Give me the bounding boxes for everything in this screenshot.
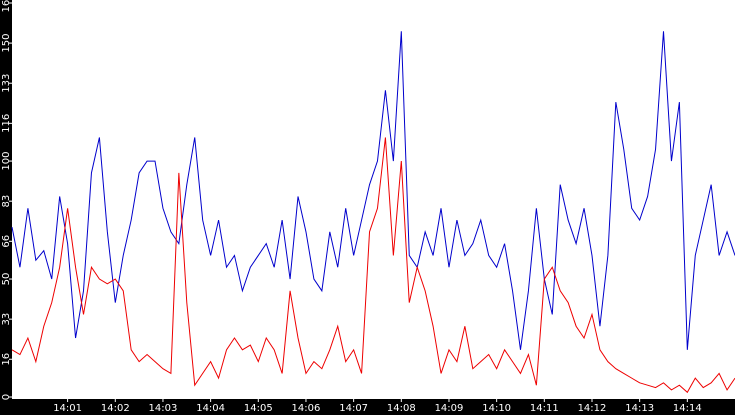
x-tick-label: 14:06 xyxy=(292,403,321,414)
y-tick-label: 50 xyxy=(1,273,12,286)
x-tick-label: 14:07 xyxy=(339,403,368,414)
y-tick-label: 116 xyxy=(1,114,12,133)
y-tick-label: 16 xyxy=(1,353,12,366)
series-line xyxy=(11,31,735,350)
y-tick-label: 0 xyxy=(1,394,12,400)
x-tick-label: 14:05 xyxy=(244,403,273,414)
y-tick-label: 150 xyxy=(1,34,12,53)
x-tick-label: 14:02 xyxy=(101,403,130,414)
y-tick-label: 167 xyxy=(1,0,12,13)
y-axis-strip xyxy=(0,0,12,415)
y-tick-label: 133 xyxy=(1,74,12,93)
x-tick-label: 14:03 xyxy=(149,403,178,414)
x-axis-strip xyxy=(0,399,735,415)
x-tick-label: 14:08 xyxy=(387,403,416,414)
y-tick-label: 100 xyxy=(1,152,12,171)
y-tick-label: 83 xyxy=(1,195,12,208)
y-tick-label: 33 xyxy=(1,313,12,326)
series-line xyxy=(11,137,735,394)
x-tick-label: 14:14 xyxy=(673,403,702,414)
x-tick-label: 14:12 xyxy=(578,403,607,414)
x-tick-label: 14:10 xyxy=(482,403,511,414)
x-tick-label: 14:04 xyxy=(196,403,225,414)
y-tick-label: 66 xyxy=(1,235,12,248)
x-tick-label: 14:11 xyxy=(530,403,559,414)
x-tick-label: 14:13 xyxy=(625,403,654,414)
x-tick-label: 14:01 xyxy=(53,403,82,414)
x-tick-label: 14:09 xyxy=(435,403,464,414)
